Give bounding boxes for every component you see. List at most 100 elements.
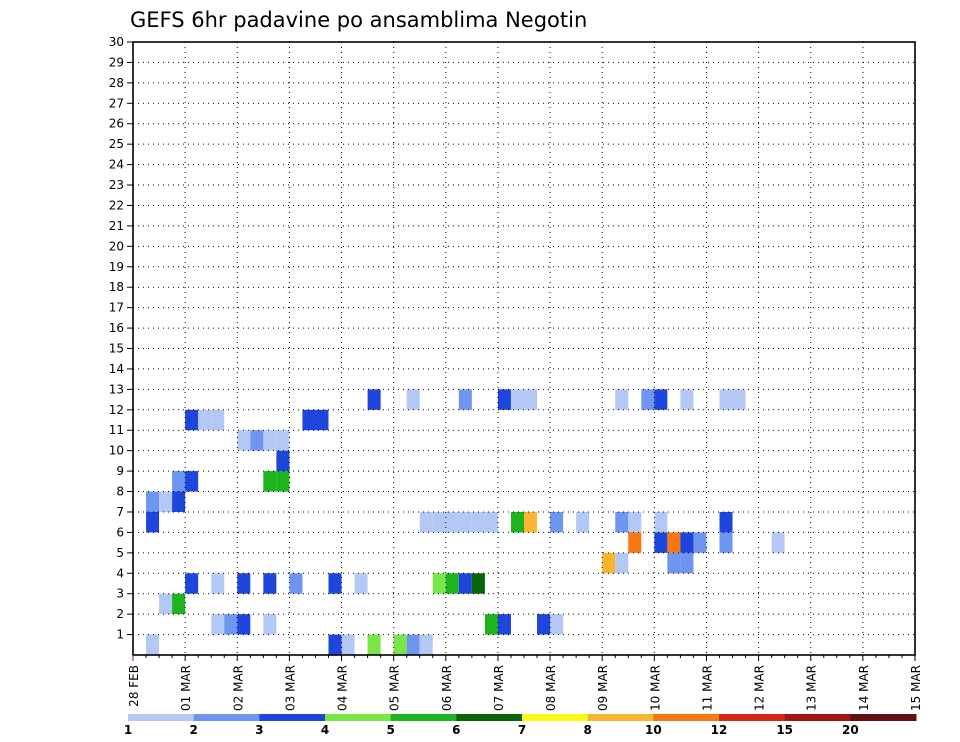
heatmap-cell <box>367 389 381 410</box>
heatmap-cell <box>276 450 290 472</box>
y-tick-label: 12 <box>109 403 124 417</box>
legend-label: 15 <box>776 723 793 737</box>
heatmap-cell <box>510 389 524 410</box>
legend-label: 5 <box>386 723 394 737</box>
heatmap-cell <box>719 532 733 553</box>
chart-title: GEFS 6hr padavine po ansamblima Negotin <box>130 8 587 32</box>
heatmap-cell <box>211 614 225 635</box>
heatmap-cell <box>667 532 681 553</box>
heatmap-cell <box>185 409 199 431</box>
heatmap-cell <box>576 511 590 533</box>
heatmap-cell <box>537 614 551 635</box>
y-tick-label: 20 <box>109 239 124 253</box>
y-tick-label: 25 <box>109 137 124 151</box>
heatmap-cell <box>602 552 616 574</box>
legend-label: 4 <box>321 723 329 737</box>
heatmap-cell <box>237 573 251 594</box>
heatmap-cell <box>263 614 277 635</box>
legend-swatch <box>325 714 392 721</box>
legend-swatch <box>522 714 589 721</box>
heatmap-cell <box>719 511 733 533</box>
heatmap-cell <box>680 389 694 410</box>
heatmap-cell <box>471 511 485 533</box>
legend-swatch <box>193 714 260 721</box>
legend-label: 2 <box>189 723 197 737</box>
legend-label: 10 <box>645 723 662 737</box>
y-tick-label: 11 <box>109 423 124 437</box>
x-tick-label: 05 MAR <box>388 665 402 711</box>
heatmap-cell <box>680 532 694 553</box>
color-legend: 1 2 3 4 5 6 7 8 10 12 15 20 <box>124 714 917 737</box>
y-tick-label: 27 <box>109 96 124 110</box>
heatmap-cell <box>654 511 668 533</box>
legend-label: 7 <box>518 723 526 737</box>
y-tick-label: 10 <box>109 444 124 458</box>
heatmap-cell <box>771 532 785 553</box>
y-tick-label: 2 <box>116 607 124 621</box>
y-tick-label: 14 <box>109 362 124 376</box>
heatmap-cell <box>458 511 472 533</box>
heatmap-cell <box>484 614 498 635</box>
heatmap-cell <box>615 552 629 574</box>
legend-swatch <box>850 714 917 721</box>
legend-swatch <box>587 714 654 721</box>
heatmap-cell <box>419 511 433 533</box>
heatmap-cell <box>654 389 668 410</box>
legend-label: 20 <box>842 723 859 737</box>
heatmap-cell <box>250 430 264 451</box>
legend-label: 3 <box>255 723 263 737</box>
heatmap-cell <box>654 532 668 553</box>
legend-label: 8 <box>583 723 591 737</box>
heatmap-cell <box>458 573 472 594</box>
x-tick-label: 13 MAR <box>805 665 819 711</box>
y-tick-label: 23 <box>109 178 124 192</box>
heatmap-cell <box>693 532 707 553</box>
heatmap-cell <box>393 634 407 655</box>
heatmap-cell <box>263 471 277 492</box>
heatmap-cell <box>146 511 160 533</box>
heatmap-cell <box>419 634 433 655</box>
y-tick-label: 16 <box>109 321 124 335</box>
heatmap-cell <box>159 491 173 512</box>
heatmap-cell <box>406 389 420 410</box>
legend-label: 12 <box>711 723 728 737</box>
x-axis: 28 FEB 01 MAR 02 MAR 03 MAR 04 MAR 05 MAR 06 M… <box>127 655 923 711</box>
y-tick-label: 3 <box>116 587 124 601</box>
y-tick-label: 18 <box>109 280 124 294</box>
grid-lines <box>133 42 915 655</box>
heatmap-cell <box>328 634 342 655</box>
y-tick-label: 29 <box>109 55 124 69</box>
heatmap-cell <box>667 552 681 574</box>
heatmap-cell <box>315 409 329 431</box>
heatmap-cell <box>276 430 290 451</box>
y-tick-label: 26 <box>109 117 124 131</box>
y-tick-label: 21 <box>109 219 124 233</box>
heatmap-cell <box>458 389 472 410</box>
x-tick-label: 10 MAR <box>648 665 662 711</box>
heatmap-cell <box>237 614 251 635</box>
legend-swatch <box>390 714 457 721</box>
heatmap-cell <box>641 389 655 410</box>
heatmap-cell <box>406 634 420 655</box>
heatmap-cell <box>172 471 186 492</box>
y-axis: 1234567891011121314151617181920212223242… <box>109 35 133 642</box>
heatmap-cell <box>471 573 485 594</box>
heatmap-cell <box>628 511 642 533</box>
heatmap-cell <box>185 471 199 492</box>
heatmap-cell <box>445 511 459 533</box>
heatmap-cell <box>615 389 629 410</box>
x-tick-label: 08 MAR <box>544 665 558 711</box>
heatmap-cell <box>524 389 538 410</box>
y-tick-label: 15 <box>109 342 124 356</box>
heatmap-cell <box>263 430 277 451</box>
heatmap-cell <box>211 573 225 594</box>
heatmap-cell <box>354 573 368 594</box>
y-tick-label: 1 <box>116 628 124 642</box>
heatmap-cell <box>510 511 524 533</box>
heatmap-cell <box>445 573 459 594</box>
heatmap-cells <box>146 389 785 655</box>
y-tick-label: 30 <box>109 35 124 49</box>
heatmap-cell <box>172 593 186 615</box>
heatmap-cell <box>432 511 446 533</box>
heatmap-cell <box>719 389 733 410</box>
